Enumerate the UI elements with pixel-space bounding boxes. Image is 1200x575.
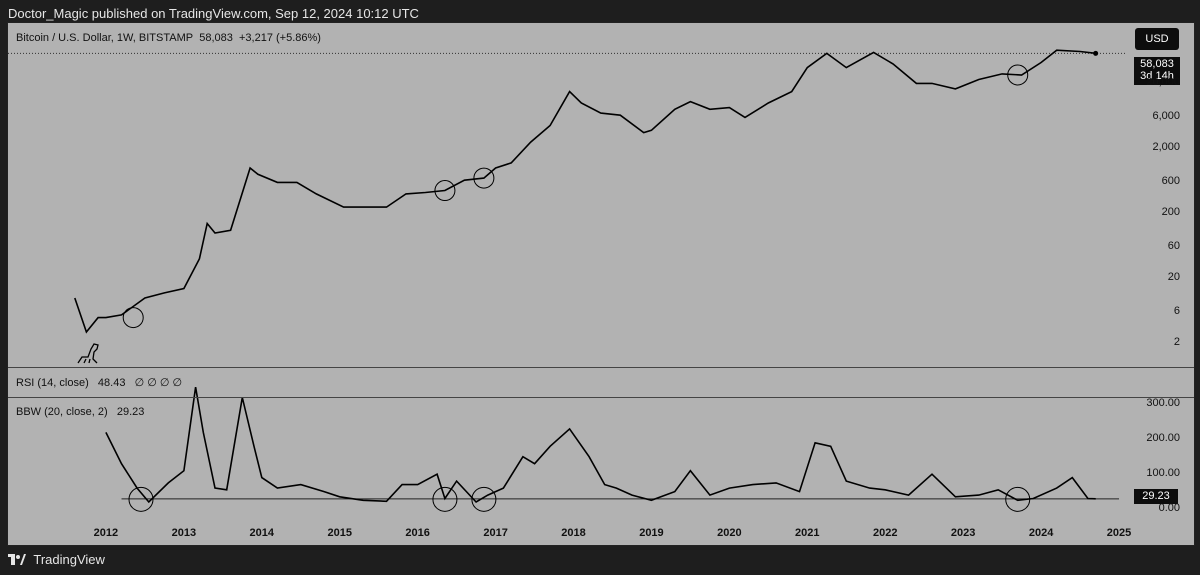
last-price-dot (1093, 50, 1099, 56)
price-axis-tick: 20 (1167, 271, 1180, 284)
price-axis-tick: 6 (1173, 305, 1180, 318)
bbw-series-line (105, 386, 1096, 504)
price-axis-tick: 2 (1173, 336, 1180, 349)
x-axis-year-label: 2016 (405, 527, 430, 539)
rsi-value: 48.43 (97, 377, 126, 389)
annotation-circle (1007, 64, 1029, 86)
annotation-circle (471, 486, 497, 512)
x-axis-year-label: 2021 (795, 527, 820, 539)
bbw-label: BBW (20, close, 2) (16, 406, 108, 418)
x-axis-year-label: 2013 (171, 527, 197, 539)
price-axis-tick: 6,000 (1152, 110, 1180, 123)
rsi-label: RSI (14, close) (16, 377, 89, 389)
price-badge-countdown: 3d 14h (1140, 70, 1174, 82)
currency-button[interactable]: USD (1135, 28, 1179, 50)
x-axis-year-label: 2015 (327, 527, 352, 539)
annotation-circle (473, 167, 495, 189)
x-axis-year-label: 2022 (872, 527, 898, 539)
price-axis-tick: 200 (1161, 206, 1180, 219)
price-badge: 58,083 3d 14h (1134, 57, 1180, 85)
x-axis-year-label: 2020 (717, 527, 742, 539)
chart-canvas[interactable] (8, 23, 1194, 545)
price-axis-tick: 600 (1161, 175, 1180, 188)
bbw-legend: BBW (20, close, 2) 29.23 (16, 406, 144, 418)
x-axis-year-label: 2019 (639, 527, 664, 539)
rsi-na-values: ∅ ∅ ∅ ∅ (134, 377, 183, 389)
top-bar: Doctor_Magic published on TradingView.co… (0, 0, 1200, 26)
bbw-axis-tick: 0.00 (1158, 502, 1180, 514)
footer-brand: TradingView (8, 552, 105, 567)
bbw-axis-tick: 200.00 (1146, 432, 1180, 445)
x-axis-year-label: 2023 (950, 527, 976, 539)
bbw-axis-tick: 100.00 (1146, 467, 1180, 480)
publish-info: Doctor_Magic published on TradingView.co… (8, 6, 419, 21)
bbw-value-badge: 29.23 (1134, 489, 1178, 504)
annotation-circle (128, 486, 154, 512)
price-axis-tick: 60 (1167, 240, 1180, 253)
x-axis-year-label: 2024 (1028, 527, 1054, 539)
price-axis-tick: 20,000 (1146, 76, 1180, 89)
x-axis-year-label: 2012 (93, 527, 119, 539)
x-axis-year-label: 2018 (561, 527, 586, 539)
annotation-circle (432, 486, 458, 512)
x-axis-year-label: 2014 (249, 527, 275, 539)
price-change: +3,217 (+5.86%) (238, 32, 321, 44)
bbw-axis-tick: 300.00 (1146, 397, 1180, 410)
x-axis-year-label: 2025 (1106, 527, 1132, 539)
chart-panel[interactable]: Bitcoin / U.S. Dollar, 1W, BITSTAMP 58,0… (7, 22, 1195, 546)
last-price: 58,083 (199, 32, 233, 44)
price-series-line (74, 49, 1096, 334)
footer-brand-text: TradingView (33, 552, 105, 567)
symbol-legend: Bitcoin / U.S. Dollar, 1W, BITSTAMP 58,0… (16, 32, 321, 44)
annotation-circle (1005, 486, 1031, 512)
symbol-name: Bitcoin / U.S. Dollar, 1W, BITSTAMP (16, 32, 194, 44)
pane-divider[interactable] (8, 397, 1194, 398)
annotation-circle (122, 307, 144, 329)
tradingview-logo-icon (8, 554, 26, 565)
rsi-legend: RSI (14, close) 48.43 ∅ ∅ ∅ ∅ (16, 376, 182, 389)
price-axis-tick: 2,000 (1152, 141, 1180, 154)
x-axis-year-label: 2017 (483, 527, 508, 539)
dinosaur-icon (77, 343, 99, 364)
bbw-value: 29.23 (116, 406, 145, 418)
pane-divider[interactable] (8, 367, 1194, 368)
price-badge-value: 58,083 (1140, 58, 1174, 70)
annotation-circle (434, 180, 456, 202)
